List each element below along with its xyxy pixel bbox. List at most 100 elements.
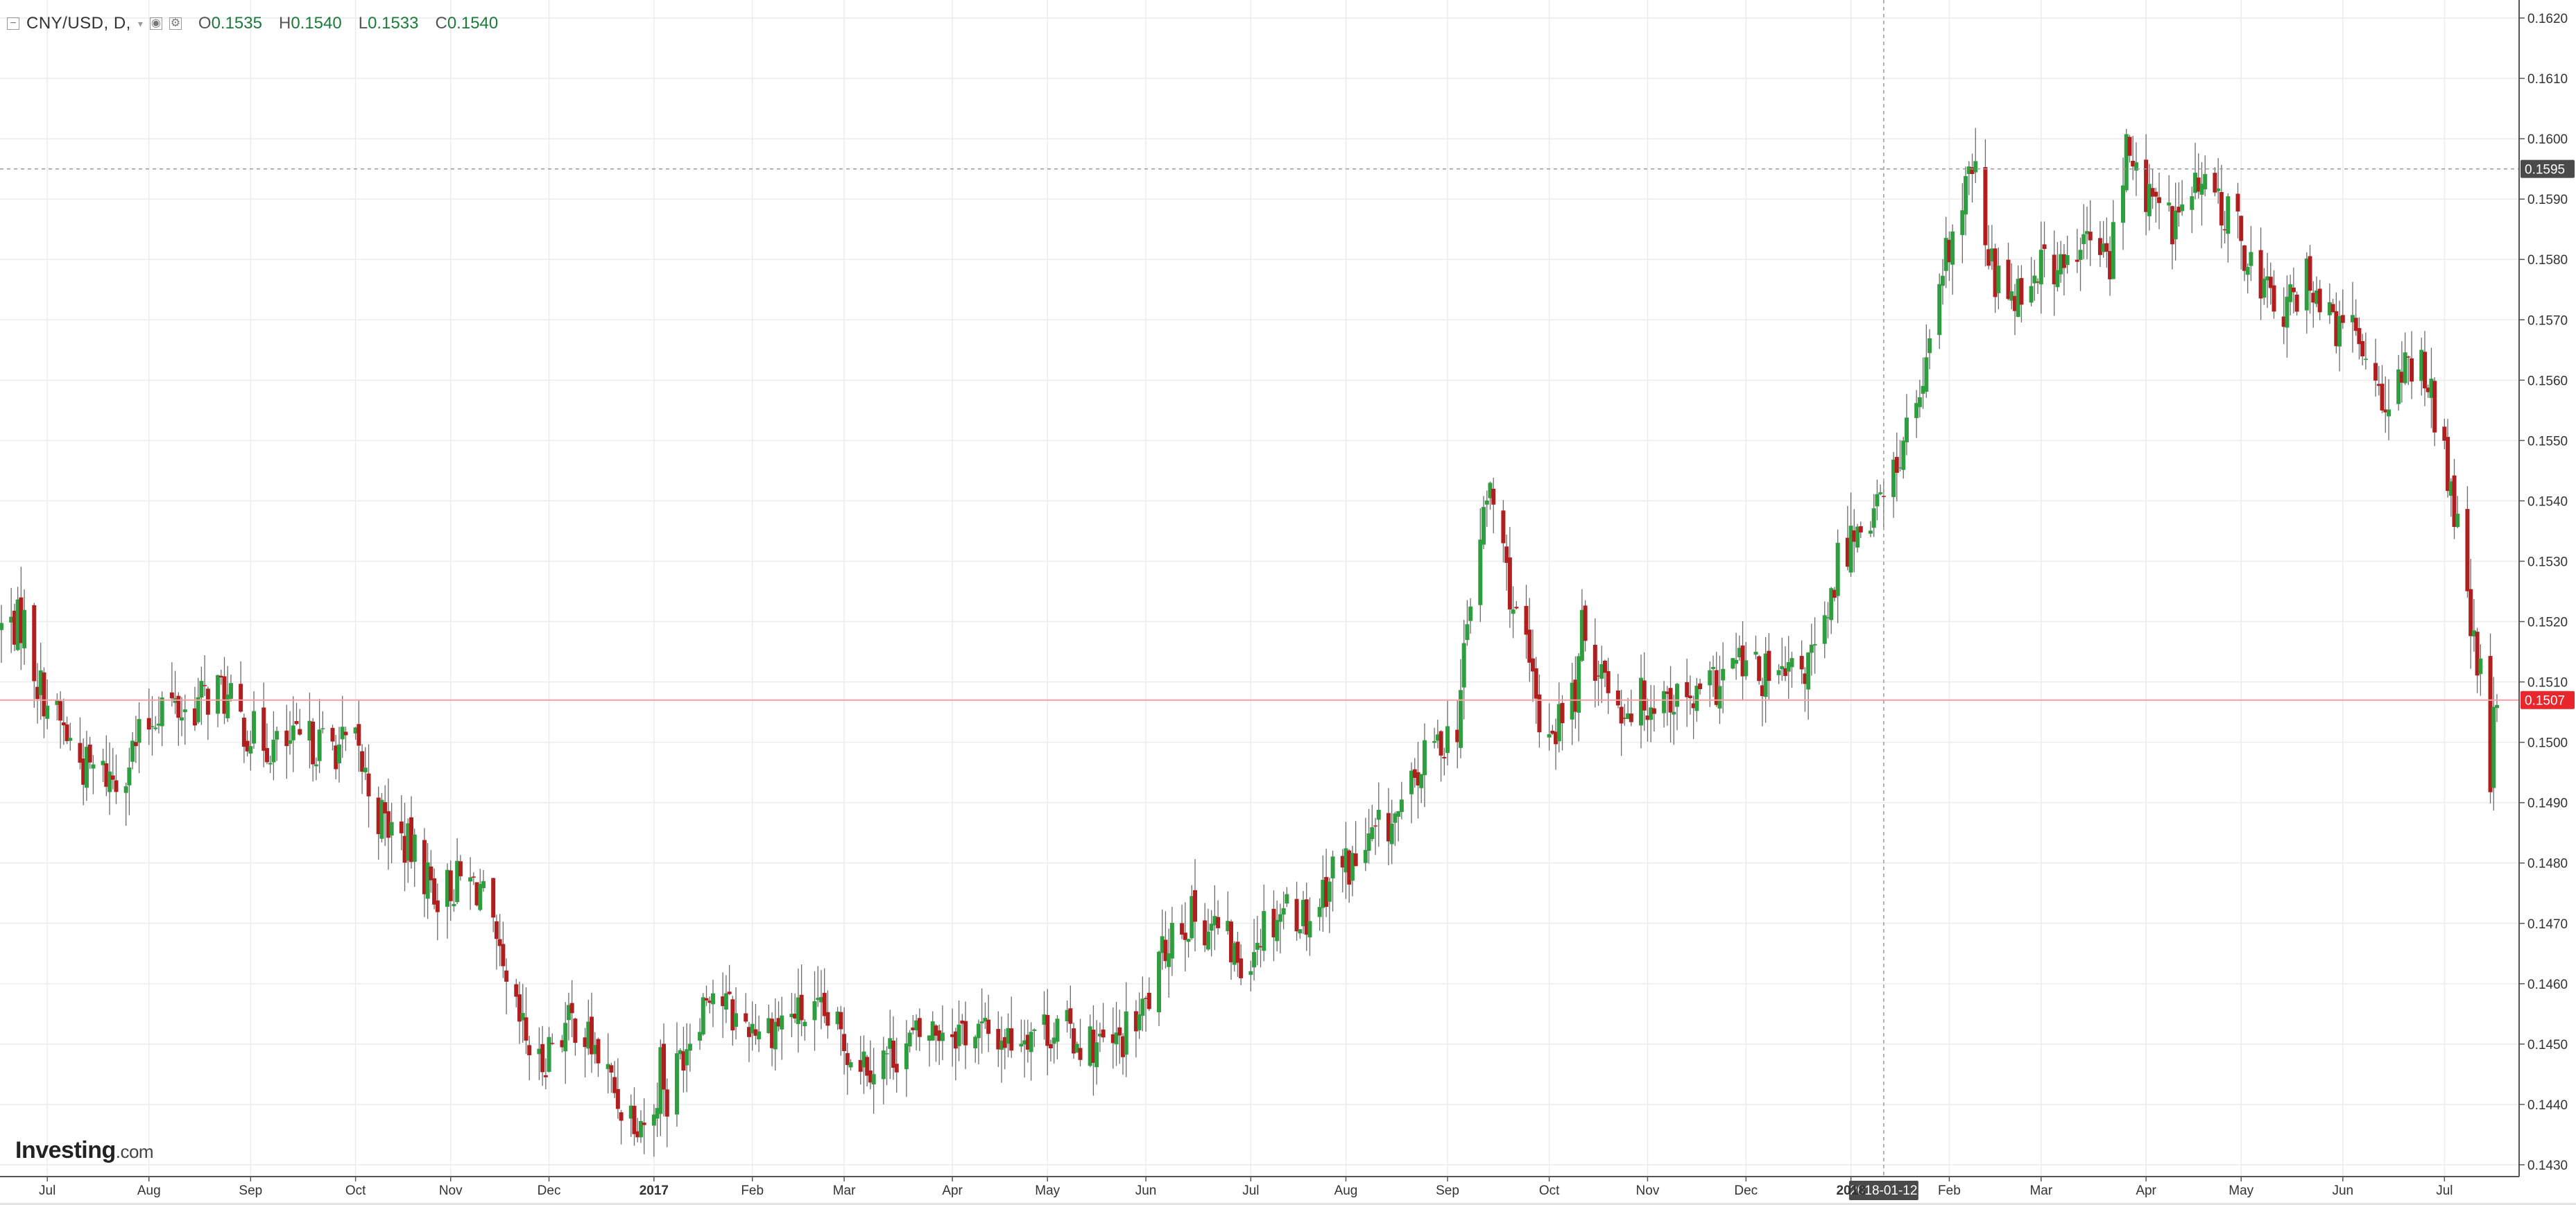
- candle-up: [1458, 690, 1463, 748]
- candle-down: [330, 727, 335, 742]
- candle-down: [730, 999, 735, 1031]
- candle-down: [2376, 383, 2381, 386]
- candle-up: [1868, 530, 1873, 534]
- candle-down: [1645, 716, 1650, 720]
- candle-up: [2167, 202, 2172, 206]
- candle-down: [1144, 998, 1149, 999]
- candle-down: [2442, 426, 2447, 441]
- candle-up: [1156, 951, 1161, 1013]
- candle-down: [1412, 769, 1417, 778]
- y-tick-label: 0.1480: [2527, 857, 2568, 872]
- candle-down: [1534, 668, 1538, 699]
- candle-up: [1649, 707, 1654, 720]
- candle-down: [218, 675, 223, 678]
- candle-down: [261, 707, 266, 751]
- candle-down: [1606, 671, 1611, 693]
- candle-up: [780, 1015, 784, 1030]
- candle-down: [1324, 876, 1329, 908]
- candle-up: [156, 723, 161, 726]
- candle-down: [1068, 1008, 1073, 1024]
- eye-icon[interactable]: ◉: [149, 17, 162, 30]
- candle-down: [2317, 288, 2322, 313]
- candle-down: [1665, 691, 1669, 694]
- candle-down: [245, 740, 250, 752]
- candle-up: [888, 1038, 893, 1049]
- candle-up: [2016, 279, 2020, 318]
- crosshair-price-tag: [2521, 159, 2575, 178]
- symbol-label: CNY/USD, D,: [26, 14, 131, 33]
- candle-down: [963, 1021, 968, 1046]
- candle-down: [474, 882, 479, 905]
- candle-down: [334, 745, 338, 770]
- candle-down: [497, 939, 502, 946]
- candle-up: [563, 1023, 568, 1052]
- candle-down: [2006, 259, 2011, 300]
- candle-down: [1504, 546, 1509, 563]
- y-tick-label: 0.1540: [2527, 494, 2568, 509]
- x-tick-label: Feb: [1938, 1184, 1961, 1198]
- candle-up: [1577, 656, 1581, 713]
- candle-up: [1032, 1029, 1037, 1031]
- candle-down: [1783, 668, 1788, 676]
- candle-down: [1698, 683, 1703, 689]
- candle-up: [685, 1049, 689, 1066]
- candle-up: [45, 705, 50, 719]
- low-value-group: L0.1533: [359, 14, 419, 33]
- candle-up: [1924, 357, 1929, 392]
- candle-down: [1560, 702, 1565, 724]
- candle-up: [271, 739, 276, 763]
- candle-up: [789, 1014, 794, 1018]
- candle-up: [710, 993, 715, 1005]
- candle-up: [452, 903, 456, 906]
- bottom-scroll-strip: [0, 1203, 2576, 1205]
- candle-down: [583, 1037, 587, 1048]
- candle-up: [2009, 291, 2014, 301]
- candle-up: [1393, 813, 1398, 823]
- candle-up: [1789, 658, 1794, 668]
- candle-up: [123, 786, 128, 793]
- candle-down: [2235, 193, 2240, 211]
- candle-down: [422, 840, 427, 894]
- chevron-down-icon[interactable]: ▾: [137, 17, 143, 29]
- candle-up: [1488, 483, 1493, 499]
- candle-down: [471, 876, 476, 878]
- candle-down: [1072, 1028, 1076, 1054]
- crosshair-date-tag: [1848, 1181, 1918, 1200]
- candle-down: [1180, 923, 1185, 935]
- candle-up: [2262, 278, 2267, 298]
- candle-up: [1898, 467, 1903, 469]
- x-tick-label: Nov: [439, 1184, 463, 1198]
- close-label: C: [435, 14, 447, 33]
- candle-up: [2455, 513, 2460, 528]
- candle-down: [2012, 295, 2017, 311]
- candle-up: [1599, 664, 1604, 679]
- candle-up: [108, 771, 112, 792]
- candle-down: [284, 730, 289, 747]
- candle-down: [590, 1016, 594, 1055]
- candle-up: [1826, 617, 1830, 618]
- candle-down: [1304, 899, 1309, 935]
- candle-up: [2081, 234, 2086, 245]
- candle-up: [1298, 929, 1303, 934]
- candle-up: [2471, 630, 2476, 636]
- candle-down: [1117, 1027, 1122, 1036]
- candle-up: [1317, 907, 1322, 917]
- candle-down: [2127, 137, 2132, 156]
- x-tick-label: Oct: [345, 1184, 366, 1198]
- candle-up: [2448, 481, 2453, 496]
- candle-down: [2357, 328, 2362, 345]
- candle-down: [1442, 756, 1447, 758]
- candle-up: [1937, 284, 1942, 336]
- last-price-tag: [2521, 691, 2575, 709]
- candle-up: [1672, 711, 1676, 715]
- candle-up: [674, 1053, 679, 1115]
- candle-up: [2193, 173, 2198, 193]
- symbol-legend: − CNY/USD, D, ▾ ◉ ⚙ O0.1535 H0.1540 L0.1…: [7, 11, 498, 36]
- candle-down: [1799, 656, 1804, 670]
- settings-icon[interactable]: ⚙: [169, 17, 182, 30]
- candle-up: [1029, 1032, 1033, 1052]
- collapse-icon[interactable]: −: [7, 17, 19, 30]
- x-tick-label: Sep: [239, 1184, 262, 1198]
